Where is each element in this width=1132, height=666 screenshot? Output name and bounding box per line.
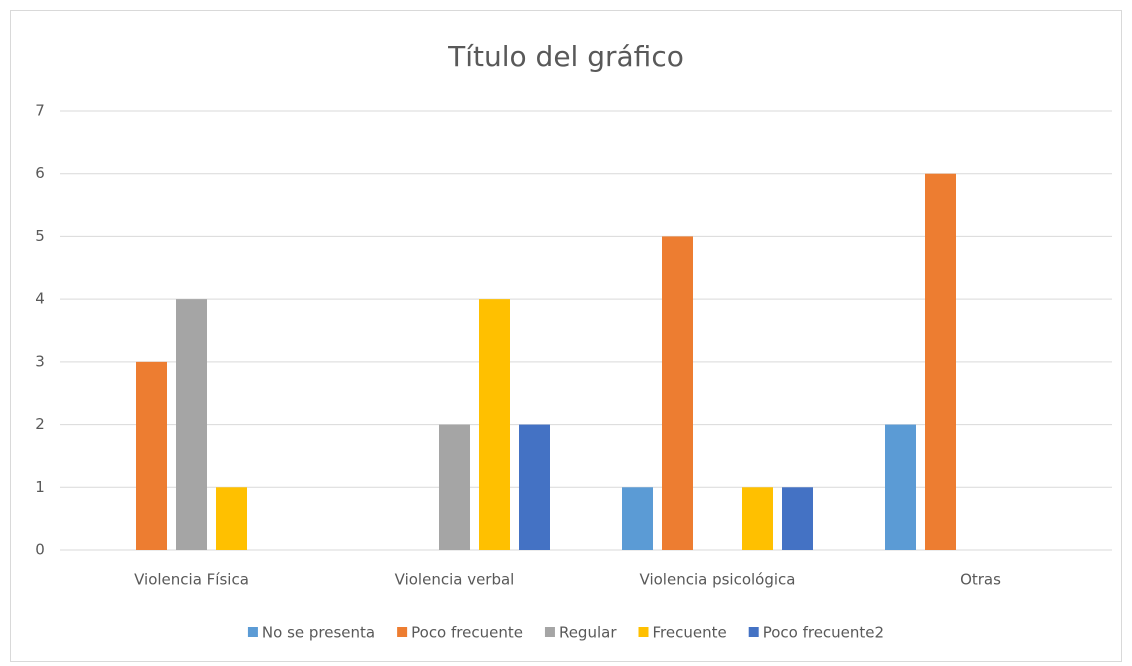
legend-swatch [748,627,759,637]
bar [176,299,207,550]
bar [742,487,773,550]
x-tick-label: Violencia Física [134,571,249,589]
legend-label: Frecuente [653,624,727,642]
bar [439,424,470,550]
bar [782,487,813,550]
legend-label: Regular [559,624,617,642]
y-tick-label: 2 [35,415,45,433]
legend-label: No se presenta [262,624,375,642]
y-tick-label: 7 [35,102,45,120]
x-tick-label: Violencia verbal [395,571,515,589]
bar [136,361,167,550]
legend-label: Poco frecuente [411,624,523,642]
bar [925,173,956,550]
legend-swatch [638,627,649,637]
bar [622,487,653,550]
x-tick-label: Otras [960,571,1001,589]
bar [885,424,916,550]
y-tick-label: 0 [35,541,45,559]
chart-title: Título del gráfico [447,40,684,73]
bar [519,424,550,550]
y-tick-label: 3 [35,352,45,370]
y-tick-label: 5 [35,227,45,245]
legend-label: Poco frecuente2 [763,624,884,642]
bar [662,236,693,550]
y-tick-label: 1 [35,478,45,496]
bar [479,299,510,550]
legend-swatch [247,627,258,637]
y-tick-label: 6 [35,164,45,182]
y-tick-label: 4 [35,290,45,308]
bar [216,487,247,550]
legend-swatch [544,627,555,637]
x-tick-label: Violencia psicológica [640,571,796,589]
legend-swatch [397,627,408,637]
